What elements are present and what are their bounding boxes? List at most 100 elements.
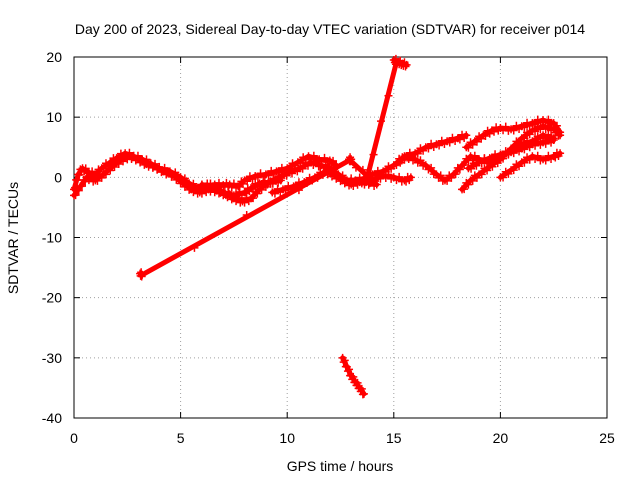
series-track-main-b <box>70 130 471 207</box>
data-point <box>329 156 338 165</box>
data-point <box>481 132 490 141</box>
data-point <box>377 117 386 126</box>
series-track-lower-l <box>338 353 368 399</box>
data-point <box>243 177 252 186</box>
data-point <box>182 180 191 189</box>
data-point <box>362 178 371 187</box>
data-point <box>455 165 464 174</box>
data-point <box>416 156 425 165</box>
data-point <box>197 189 206 198</box>
x-tick-label: 10 <box>279 430 295 446</box>
data-point <box>253 173 262 182</box>
data-point <box>138 155 147 164</box>
series-track-main-c <box>197 175 285 201</box>
data-point <box>552 121 561 130</box>
chart-title: Day 200 of 2023, Sidereal Day-to-day VTE… <box>75 21 585 37</box>
data-point <box>551 123 560 132</box>
data-point <box>129 151 138 160</box>
data-point <box>396 158 405 167</box>
data-point <box>240 198 249 207</box>
data-point <box>190 243 199 252</box>
y-tick-label: -40 <box>42 410 62 426</box>
data-point <box>81 177 90 186</box>
series-isolated-points <box>136 60 400 281</box>
data-point <box>164 167 173 176</box>
data-point <box>451 170 460 179</box>
data-point <box>501 122 510 131</box>
y-tick-label: 0 <box>54 169 62 185</box>
series-track-late-i <box>464 135 558 173</box>
data-point <box>340 356 349 365</box>
data-point <box>71 191 80 200</box>
data-point <box>384 91 393 100</box>
data-point <box>406 173 415 182</box>
data-point <box>435 141 444 150</box>
data-point <box>520 134 529 143</box>
data-point <box>533 151 542 160</box>
data-point <box>488 155 497 164</box>
data-point <box>488 162 497 171</box>
data-point <box>214 178 223 187</box>
data-point <box>464 180 473 189</box>
data-point <box>353 378 362 387</box>
data-point <box>401 62 410 71</box>
data-point <box>520 123 529 132</box>
data-point <box>531 141 540 150</box>
data-point <box>509 166 518 175</box>
data-point <box>490 127 499 136</box>
data-point <box>298 164 307 173</box>
data-point <box>359 389 368 398</box>
data-point <box>556 128 565 137</box>
data-point <box>468 176 477 185</box>
data-point <box>203 179 212 188</box>
data-point <box>384 170 393 179</box>
data-point <box>270 189 279 198</box>
data-point <box>81 164 90 173</box>
data-markers <box>70 54 565 399</box>
series-track-late-j <box>496 148 565 182</box>
data-point <box>110 162 119 171</box>
data-point <box>472 137 481 146</box>
data-point <box>460 161 469 170</box>
data-point <box>349 181 358 190</box>
data-point <box>311 157 320 166</box>
data-point <box>509 126 518 135</box>
data-point <box>549 136 558 145</box>
data-point <box>320 153 329 162</box>
data-point <box>544 115 553 124</box>
data-point <box>531 127 540 136</box>
x-tick-label: 5 <box>177 430 185 446</box>
data-point <box>174 173 183 182</box>
data-point <box>138 270 147 279</box>
data-point <box>232 192 241 201</box>
data-point <box>264 171 273 180</box>
data-point <box>213 183 222 192</box>
data-point <box>309 151 318 160</box>
data-point <box>556 149 565 158</box>
data-point <box>253 189 262 198</box>
data-point <box>224 187 233 196</box>
data-point <box>391 60 400 69</box>
data-point <box>541 156 550 165</box>
data-point <box>531 120 540 129</box>
data-point <box>242 211 251 220</box>
data-point <box>287 169 296 178</box>
data-point <box>436 171 445 180</box>
data-point <box>402 60 411 69</box>
data-point <box>509 149 518 158</box>
data-point <box>268 179 277 188</box>
data-point <box>470 151 479 160</box>
y-tick-label: -20 <box>42 290 62 306</box>
data-point <box>477 170 486 179</box>
data-point <box>87 172 96 181</box>
series-line <box>137 61 399 278</box>
data-point <box>541 139 550 148</box>
data-point <box>191 184 200 193</box>
data-point <box>462 131 471 140</box>
data-point <box>146 159 155 168</box>
data-point <box>294 186 303 195</box>
x-tick-label: 0 <box>70 430 78 446</box>
y-tick-label: -10 <box>42 230 62 246</box>
data-point <box>499 173 508 182</box>
data-point <box>229 179 238 188</box>
